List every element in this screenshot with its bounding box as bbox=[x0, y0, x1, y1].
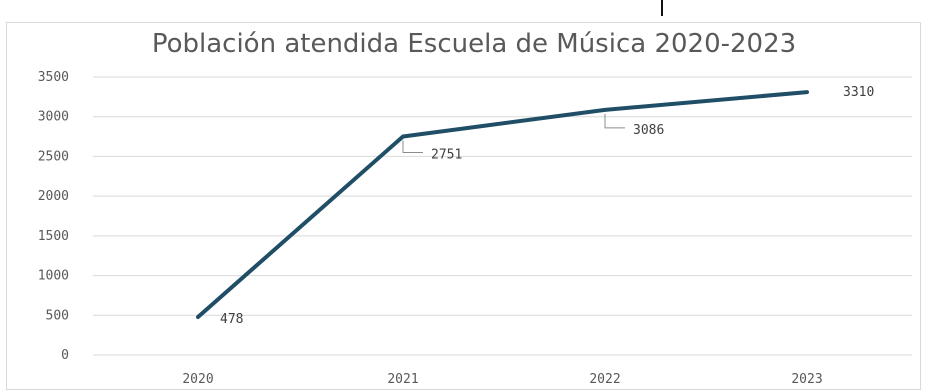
chart-frame bbox=[6, 22, 921, 390]
y-tick-label: 500 bbox=[46, 308, 69, 323]
x-axis-ticks: 2020 2021 2022 2023 bbox=[182, 372, 822, 387]
y-tick-label: 1500 bbox=[38, 229, 69, 244]
gridlines bbox=[93, 76, 912, 356]
y-tick-label: 3000 bbox=[38, 110, 69, 125]
series-line bbox=[196, 90, 809, 320]
data-label-leader bbox=[402, 140, 423, 153]
data-label: 3086 bbox=[633, 123, 664, 138]
y-tick-label: 2000 bbox=[38, 189, 69, 204]
data-label: 3310 bbox=[843, 85, 874, 100]
chart-title: Población atendida Escuela de Música 202… bbox=[152, 29, 796, 59]
cursor-mark bbox=[661, 0, 663, 16]
data-label: 2751 bbox=[431, 147, 462, 162]
series-group bbox=[196, 90, 809, 320]
x-tick-label: 2023 bbox=[791, 372, 822, 387]
data-label: 478 bbox=[220, 312, 243, 327]
y-tick-label: 2500 bbox=[38, 149, 69, 164]
y-axis-ticks: 0 500 1000 1500 2000 2500 3000 3500 bbox=[38, 70, 69, 363]
data-labels: 478 2751 3086 3310 bbox=[220, 85, 874, 327]
data-label-leader bbox=[604, 113, 625, 129]
x-tick-label: 2020 bbox=[182, 372, 213, 387]
x-tick-label: 2021 bbox=[387, 372, 418, 387]
y-tick-label: 0 bbox=[61, 348, 69, 363]
x-tick-label: 2022 bbox=[589, 372, 620, 387]
y-tick-label: 1000 bbox=[38, 269, 69, 284]
y-tick-label: 3500 bbox=[38, 70, 69, 85]
